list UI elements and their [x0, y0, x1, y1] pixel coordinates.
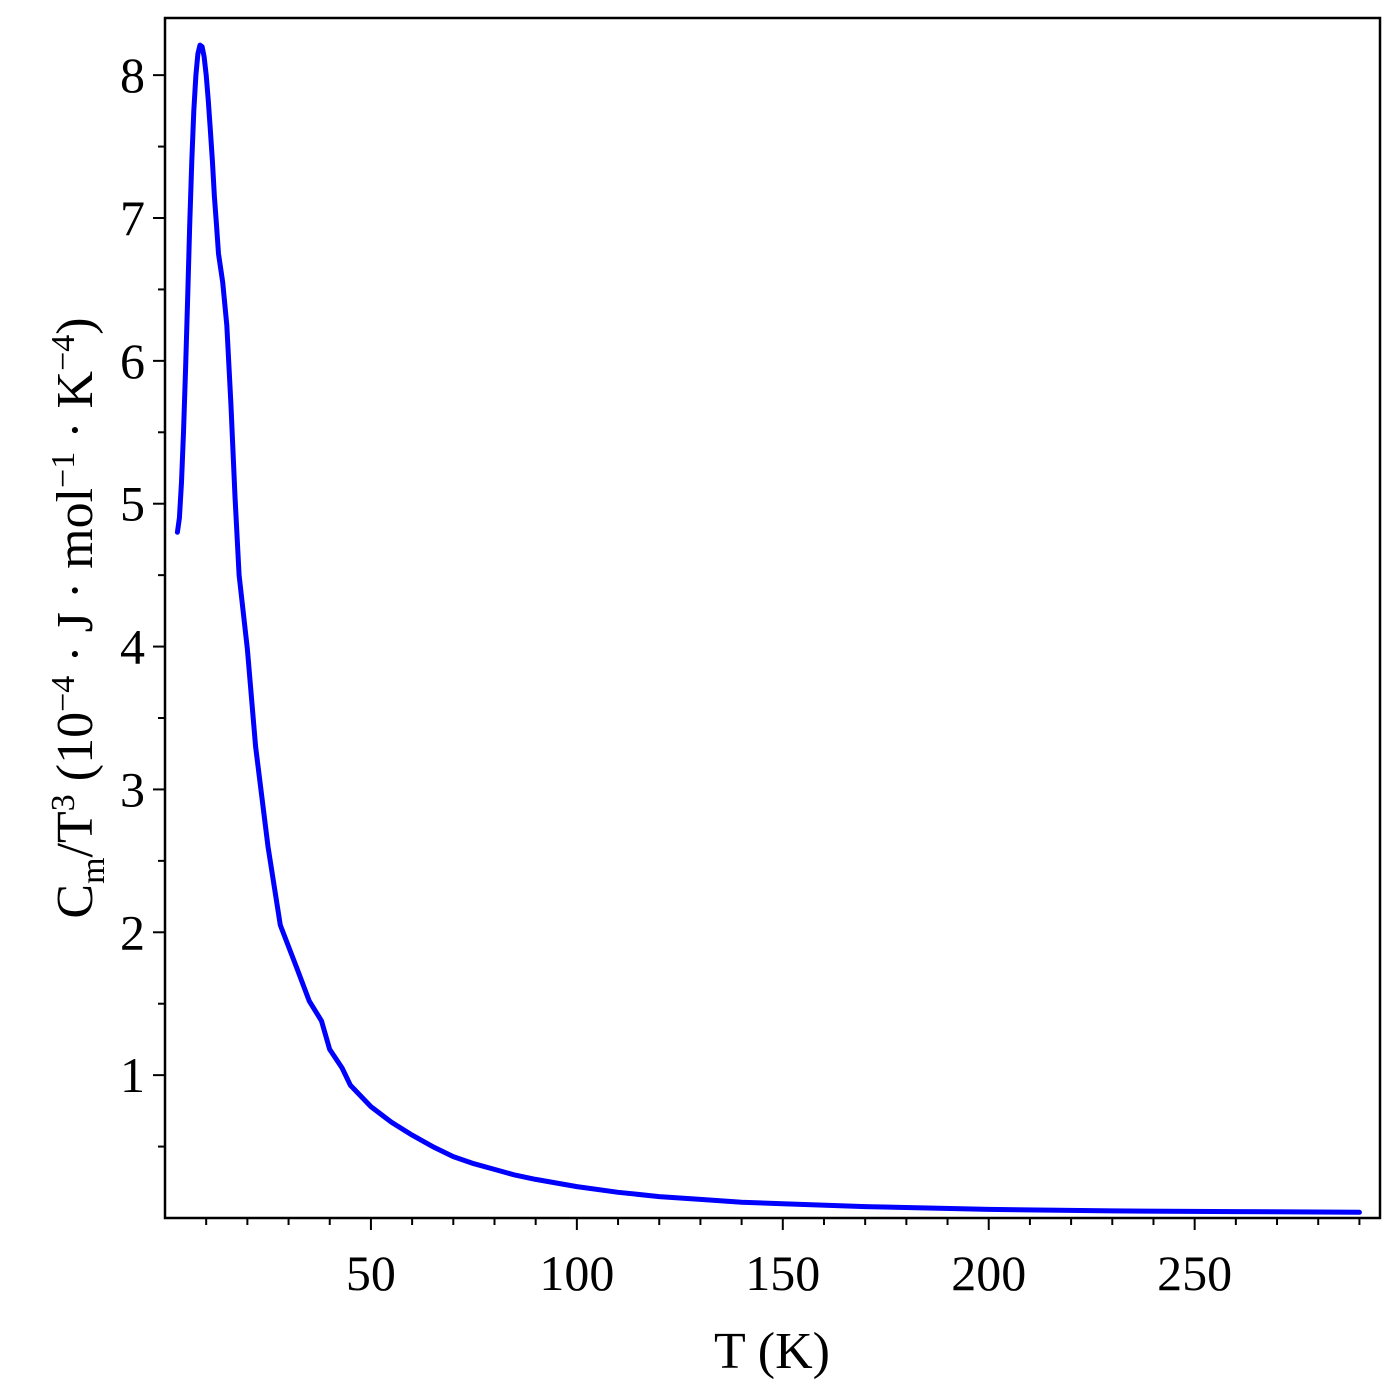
y-tick-label: 1: [120, 1047, 145, 1103]
x-tick-label: 150: [745, 1245, 820, 1301]
y-axis-title: Cm/T3 (10−4 · J · mol−1 · K−4): [45, 317, 112, 918]
y-tick-label: 4: [120, 619, 145, 675]
y-tick-label: 2: [120, 904, 145, 960]
y-axis-title-close: ): [47, 317, 104, 334]
y-tick-label: 5: [120, 476, 145, 532]
x-tick-label: 50: [346, 1245, 396, 1301]
y-axis-title-open: (10: [47, 712, 104, 794]
y-axis-title-slash-t: /T: [47, 811, 104, 857]
x-tick-label: 100: [539, 1245, 614, 1301]
y-axis-title-kpart: · K: [47, 370, 104, 451]
series-line: [174, 42, 1362, 1215]
y-axis-title-three: 3: [45, 794, 82, 811]
y-axis-title-m: m: [75, 857, 112, 883]
x-tick-label: 200: [951, 1245, 1026, 1301]
y-axis-title-mid: · J · mol: [47, 488, 104, 676]
y-axis-title-neg4a: −4: [45, 676, 82, 712]
y-axis-title-c: C: [47, 884, 104, 919]
y-axis-ticks: 1 2 3 4 5 6 7 8: [120, 47, 165, 1148]
x-axis-ticks: 50 100 150 200 250: [205, 1218, 1361, 1301]
y-axis-title-neg4b: −4: [45, 335, 82, 371]
y-axis-title-neg1: −1: [45, 452, 82, 488]
y-tick-label: 7: [120, 190, 145, 246]
y-tick-label: 6: [120, 333, 145, 389]
y-tick-label: 3: [120, 761, 145, 817]
y-tick-label: 8: [120, 47, 145, 103]
plot-frame: [163, 16, 1382, 1220]
x-axis-title: T (K): [714, 1323, 830, 1380]
x-tick-label: 250: [1157, 1245, 1232, 1301]
